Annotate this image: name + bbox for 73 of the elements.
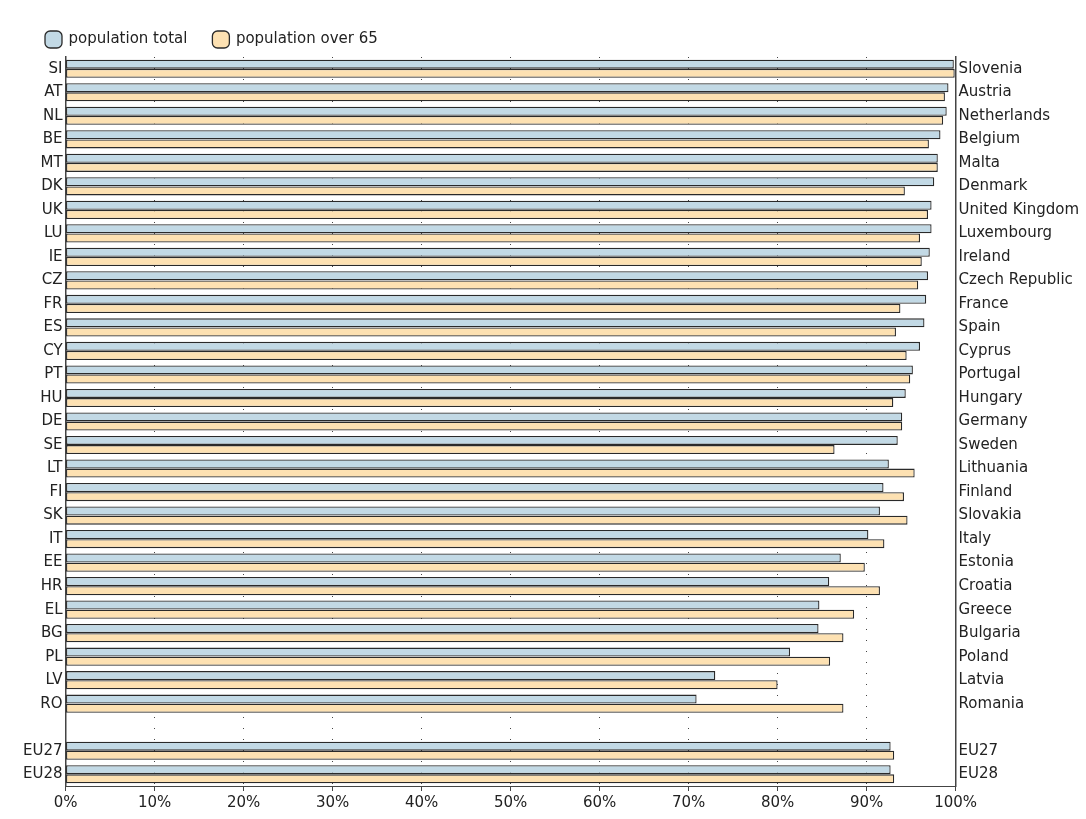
y2-tick-label: EU28: [958, 764, 999, 783]
y2-tick-label: Cyprus: [958, 340, 1012, 359]
y-tick-label: SK: [43, 505, 64, 524]
y-tick-label: EL: [44, 599, 64, 618]
legend-label: population total: [68, 29, 188, 48]
y-tick-label: HU: [40, 387, 63, 406]
y2-tick-label: Denmark: [958, 176, 1028, 195]
y2-tick-label: Poland: [958, 646, 1009, 665]
y2-tick-label: Belgium: [958, 129, 1021, 148]
y-tick-label: EU28: [23, 764, 63, 783]
x-tick-label: 60%: [582, 792, 617, 811]
y2-tick-label: Estonia: [958, 552, 1014, 571]
x-tick-label: 70%: [671, 792, 706, 811]
legend-label: population over 65: [235, 29, 378, 48]
y-tick-label: LT: [47, 458, 64, 477]
y2-tick-label: Lithuania: [958, 458, 1029, 477]
y-tick-label: BE: [42, 129, 63, 148]
y-tick-label: FI: [49, 481, 63, 500]
y2-tick-label: Netherlands: [958, 105, 1051, 124]
y-tick-label: PL: [45, 646, 64, 665]
y-tick-label: DE: [41, 411, 63, 430]
y-tick-label: LU: [43, 223, 63, 242]
x-tick-label: 80%: [760, 792, 795, 811]
y2-tick-label: Ireland: [958, 246, 1011, 265]
x-tick-label: 40%: [404, 792, 439, 811]
y2-tick-label: Finland: [958, 481, 1013, 500]
y2-tick-label: Czech Republic: [958, 270, 1073, 289]
y2-tick-label: France: [958, 293, 1009, 312]
y-tick-label: DK: [41, 176, 64, 195]
y-tick-label: FR: [43, 293, 63, 312]
x-tick-label: 30%: [315, 792, 350, 811]
y-tick-label: EE: [43, 552, 63, 571]
y2-tick-label: Sweden: [958, 434, 1018, 453]
y2-tick-label: Italy: [958, 528, 992, 547]
y-tick-label: PT: [44, 364, 64, 383]
x-tick-label: 100%: [934, 792, 978, 811]
y-tick-label: SE: [43, 434, 63, 453]
y2-tick-label: Malta: [958, 152, 1000, 171]
y2-tick-label: Portugal: [958, 364, 1021, 383]
x-tick-label: 50%: [493, 792, 528, 811]
x-tick-label: 90%: [849, 792, 884, 811]
y-tick-label: AT: [44, 82, 64, 101]
y-tick-label: NL: [42, 105, 64, 124]
y-tick-label: IE: [48, 246, 63, 265]
y2-tick-label: Latvia: [958, 670, 1005, 689]
y-tick-label: HR: [40, 576, 63, 594]
y2-tick-label: Slovakia: [958, 505, 1022, 524]
y-tick-label: CY: [43, 340, 64, 359]
y2-tick-label: Luxembourg: [958, 223, 1053, 242]
y-tick-label: IT: [48, 528, 64, 547]
y2-tick-label: Bulgaria: [958, 623, 1021, 642]
y-tick-label: BG: [40, 623, 63, 642]
x-tick-label: 20%: [226, 792, 261, 811]
y2-tick-label: Spain: [958, 317, 1001, 336]
y-tick-label: CZ: [41, 270, 63, 289]
y2-tick-label: Croatia: [958, 576, 1013, 594]
y2-tick-label: Austria: [958, 82, 1012, 101]
y-tick-label: ES: [43, 317, 63, 336]
y2-tick-label: Romania: [958, 693, 1025, 712]
y-tick-label: EU27: [23, 740, 63, 759]
y-tick-label: LV: [45, 670, 64, 689]
y2-tick-label: United Kingdom: [958, 199, 1080, 218]
y2-tick-label: EU27: [958, 740, 999, 759]
y2-tick-label: Greece: [958, 599, 1013, 618]
y2-tick-label: Slovenia: [958, 58, 1023, 77]
y2-tick-label: Hungary: [958, 387, 1023, 406]
y-tick-label: SI: [48, 58, 63, 77]
y-tick-label: UK: [41, 199, 64, 218]
y2-tick-label: Germany: [958, 411, 1028, 430]
y-tick-label: MT: [40, 152, 64, 171]
y-tick-label: RO: [40, 693, 63, 712]
x-tick-label: 0%: [53, 792, 78, 811]
x-tick-label: 10%: [137, 792, 172, 811]
